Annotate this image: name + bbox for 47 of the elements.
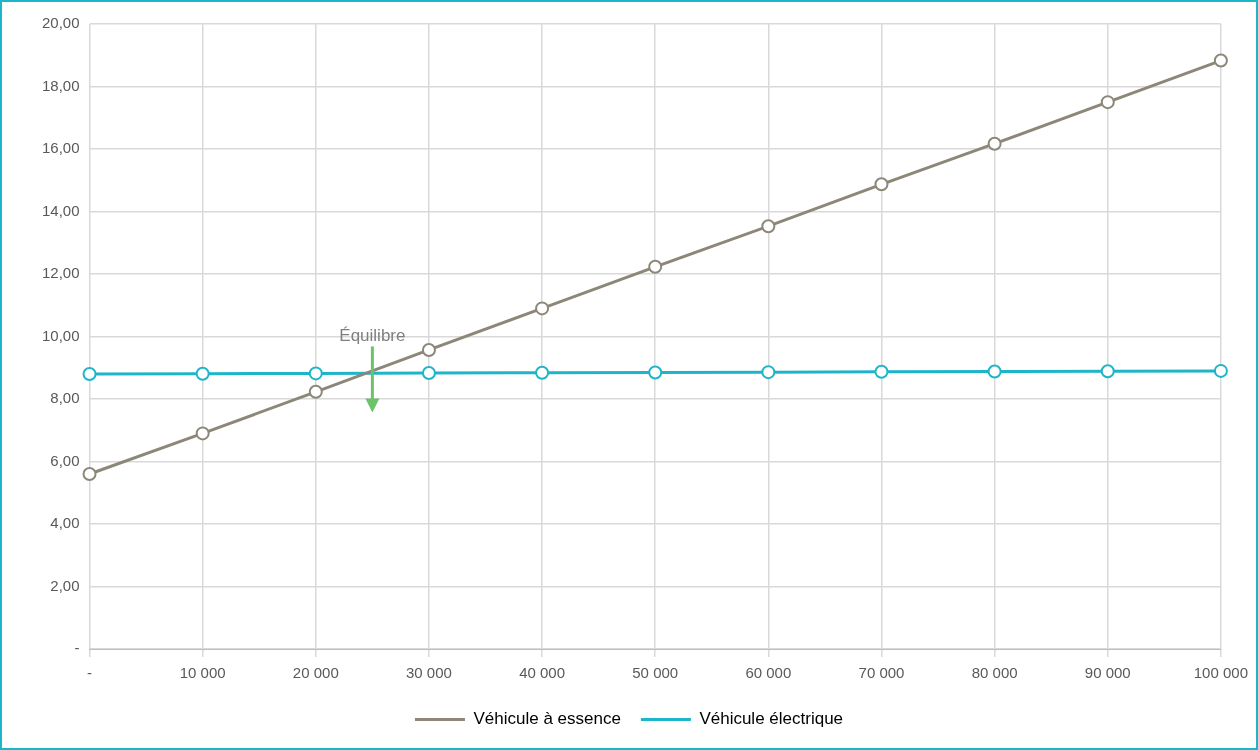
x-tick-label: 70 000 (858, 664, 905, 682)
legend-label: Véhicule électrique (699, 709, 844, 729)
x-tick-label: 30 000 (406, 664, 452, 682)
y-tick-label: 14,00 (41, 201, 80, 219)
y-tick-label: 10,00 (41, 326, 80, 344)
y-tick-label: 12,00 (41, 264, 80, 282)
point (1100, 95, 1115, 110)
point (987, 364, 1002, 379)
x-tick-label: 90 000 (1084, 664, 1131, 682)
x-tick-label: 100 000 (1193, 664, 1249, 682)
point (761, 365, 776, 380)
x-tick-label: - (87, 664, 93, 682)
point (535, 365, 550, 380)
y-tick-label: 8,00 (50, 389, 80, 407)
point (195, 426, 210, 441)
point (874, 177, 889, 192)
point (648, 259, 663, 274)
point (987, 136, 1002, 151)
point (535, 301, 550, 316)
x-tick-label: 40 000 (519, 664, 566, 682)
x-tick-label: 50 000 (632, 664, 679, 682)
point (421, 366, 436, 381)
y-tick-label: 4,00 (50, 514, 80, 532)
point (421, 342, 436, 357)
x-tick-label: 60 000 (745, 664, 792, 682)
y-tick-label: 16,00 (41, 139, 80, 157)
point (1100, 364, 1115, 379)
y-tick-label: 18,00 (41, 76, 80, 94)
point (761, 219, 776, 234)
point (308, 366, 323, 381)
point (648, 365, 663, 380)
point (1213, 53, 1228, 68)
point (1213, 363, 1228, 378)
point (874, 364, 889, 379)
x-tick-label: 10 000 (179, 664, 226, 682)
legend-label: Véhicule à essence (473, 709, 621, 729)
y-tick-label: 20,00 (41, 14, 80, 32)
point (82, 367, 97, 381)
x-tick-label: 80 000 (971, 664, 1018, 682)
y-tick-label: 2,00 (50, 576, 80, 594)
annotation: Équilibre (339, 325, 406, 345)
point (195, 366, 210, 381)
point (82, 467, 97, 481)
x-tick-label: 20 000 (292, 664, 339, 682)
point (308, 384, 323, 399)
y-tick-label: 6,00 (50, 451, 80, 469)
y-tick-label: - (74, 639, 80, 657)
